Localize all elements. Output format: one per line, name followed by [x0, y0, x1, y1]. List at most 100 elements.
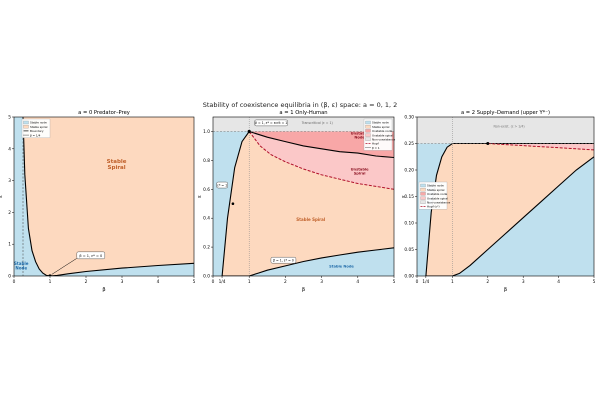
y-tick-label: 0	[8, 274, 11, 280]
region-unstable-spiral	[487, 143, 594, 150]
annotation-box-zero	[270, 257, 297, 264]
legend-label: Stable node	[30, 121, 47, 125]
legend-label: Non-coexistence	[427, 201, 451, 205]
panels: Stable Spiral Stable Node β = 1, ε* = 0 0 1 2 3 4…	[0, 110, 596, 293]
regions-1	[213, 117, 394, 276]
subplot-title: a = 0 Predator–Prey	[78, 110, 130, 116]
x-tick-label: 2	[284, 279, 287, 285]
subplot-2: Non-exist. (ε > 1/4) 0 1/4 1 2 3 4 5 0.00 0.05 0.1…	[401, 110, 596, 293]
annotation-non-exist: Non-exist. (ε > 1/4)	[493, 125, 524, 129]
y-tick-label: 2	[8, 210, 11, 216]
legend-label: Hopf (ε*)	[427, 205, 440, 209]
legend-swatch	[420, 192, 426, 196]
axes-frame-0	[13, 116, 195, 277]
legend-swatch	[365, 133, 371, 137]
y-tick-label: 0.6	[203, 187, 210, 193]
annotation-box-eps	[216, 181, 228, 189]
subplot-title: a = 2 Supply–Demand (upper Y*⁻)	[461, 110, 550, 116]
region-stable-spiral	[23, 117, 194, 276]
legend-swatch	[420, 200, 426, 204]
y-tick-label: 0.00	[404, 274, 414, 280]
legend-label: Hopf	[372, 142, 380, 146]
x-tick-label: 1/4	[422, 279, 429, 285]
legend-label: Unstable spiral	[427, 196, 448, 200]
legend-label: Unstable node	[372, 129, 393, 133]
label-stable-node: Stable Node	[329, 264, 354, 268]
x-tick-label: 3	[121, 279, 124, 285]
region-unstable-node	[249, 131, 394, 158]
legend-label: Stable node	[427, 184, 444, 188]
y-tick-label: 0.25	[404, 141, 414, 147]
x-tick-label: 1	[49, 279, 52, 285]
x-tick-label: 0	[212, 279, 215, 285]
x-tick-label: 4	[356, 279, 359, 285]
legend-label: Stable spiral	[30, 125, 48, 129]
x-tick-label: 1	[248, 279, 251, 285]
boundary-curve	[22, 117, 194, 276]
y-tick-label: 1	[8, 242, 11, 248]
legend-swatch	[23, 120, 29, 125]
annotation-eps-star: ε* = 1	[217, 183, 227, 187]
y-tick-label: 4	[8, 146, 11, 152]
y-tick-label: 1.0	[203, 129, 210, 135]
region-unstable-spiral	[249, 131, 394, 190]
x-tick-label: 5	[393, 279, 396, 285]
annotation-text: β = 1, ε* = 0	[79, 254, 102, 258]
legend-swatch	[365, 120, 371, 125]
point-eps-star	[231, 202, 235, 206]
point-critical	[247, 129, 251, 134]
x-tick-label: 1/4	[219, 279, 226, 285]
annotation-arrow	[51, 258, 77, 275]
legend-label: Stable spiral	[427, 188, 445, 192]
y-tick-label: 0.30	[404, 115, 414, 121]
legend-label: Boundary	[30, 129, 44, 133]
x-tick-label: 4	[157, 279, 160, 285]
legend-label: Stable spiral	[372, 125, 390, 129]
legend-label: Unstable spiral	[372, 133, 393, 137]
legend-label: Unstable node	[427, 192, 448, 196]
legend-swatch	[23, 125, 29, 129]
annotation-zero: β = 1, ε* = 0	[273, 259, 294, 263]
y-tick-label: 0.0	[203, 274, 210, 280]
label-stable-spiral: Stable Spiral	[296, 217, 326, 222]
y-tick-label: 0.4	[203, 216, 210, 222]
label-unstable-node: Unstable Node	[351, 131, 370, 139]
x-tick-label: 0	[13, 279, 16, 285]
x-tick-label: 5	[193, 279, 196, 285]
y-tick-label: 5	[8, 115, 11, 121]
annotation-box	[76, 251, 106, 260]
x-tick-label: 0	[416, 279, 419, 285]
y-axis-label: ε	[401, 195, 407, 198]
legend-swatch	[365, 137, 371, 141]
annotation-box-critical	[254, 119, 288, 127]
y-tick-label: 0.05	[404, 247, 414, 253]
y-tick-label: 0.2	[203, 245, 210, 251]
x-axis-label: β	[102, 287, 105, 293]
figure-suptitle: Stability of coexistence equilibria in (…	[203, 101, 398, 109]
x-tick-label: 4	[557, 279, 560, 285]
legend-swatch	[420, 188, 426, 192]
axes-frame-1	[212, 116, 395, 277]
label-stable-spiral: Stable Spiral	[107, 159, 127, 171]
x-axis-label: β	[504, 287, 507, 293]
legend-swatch	[365, 125, 371, 129]
lower-boundary-curve	[425, 156, 594, 276]
upper-boundary-curve	[221, 130, 394, 276]
annotation-critical: β = 1, ε* = εcrit = 1	[255, 121, 287, 125]
legend-label: Non-coexistence	[372, 138, 396, 142]
x-tick-label: 3	[320, 279, 323, 285]
hopf-point	[486, 142, 490, 145]
legend-label: β = 1/4	[30, 133, 41, 137]
y-axis-label: ε	[0, 195, 4, 198]
legend-swatch	[365, 129, 371, 133]
x-tick-label: 2	[85, 279, 88, 285]
annotation-transcritical: Transcritical (ε = 1)	[301, 121, 333, 125]
point-beta1	[48, 274, 52, 276]
label-stable-node: Stable Node	[14, 261, 29, 270]
legend-box	[21, 118, 51, 138]
y-tick-label: 0.15	[404, 194, 414, 200]
region-stable-spiral	[425, 143, 594, 276]
